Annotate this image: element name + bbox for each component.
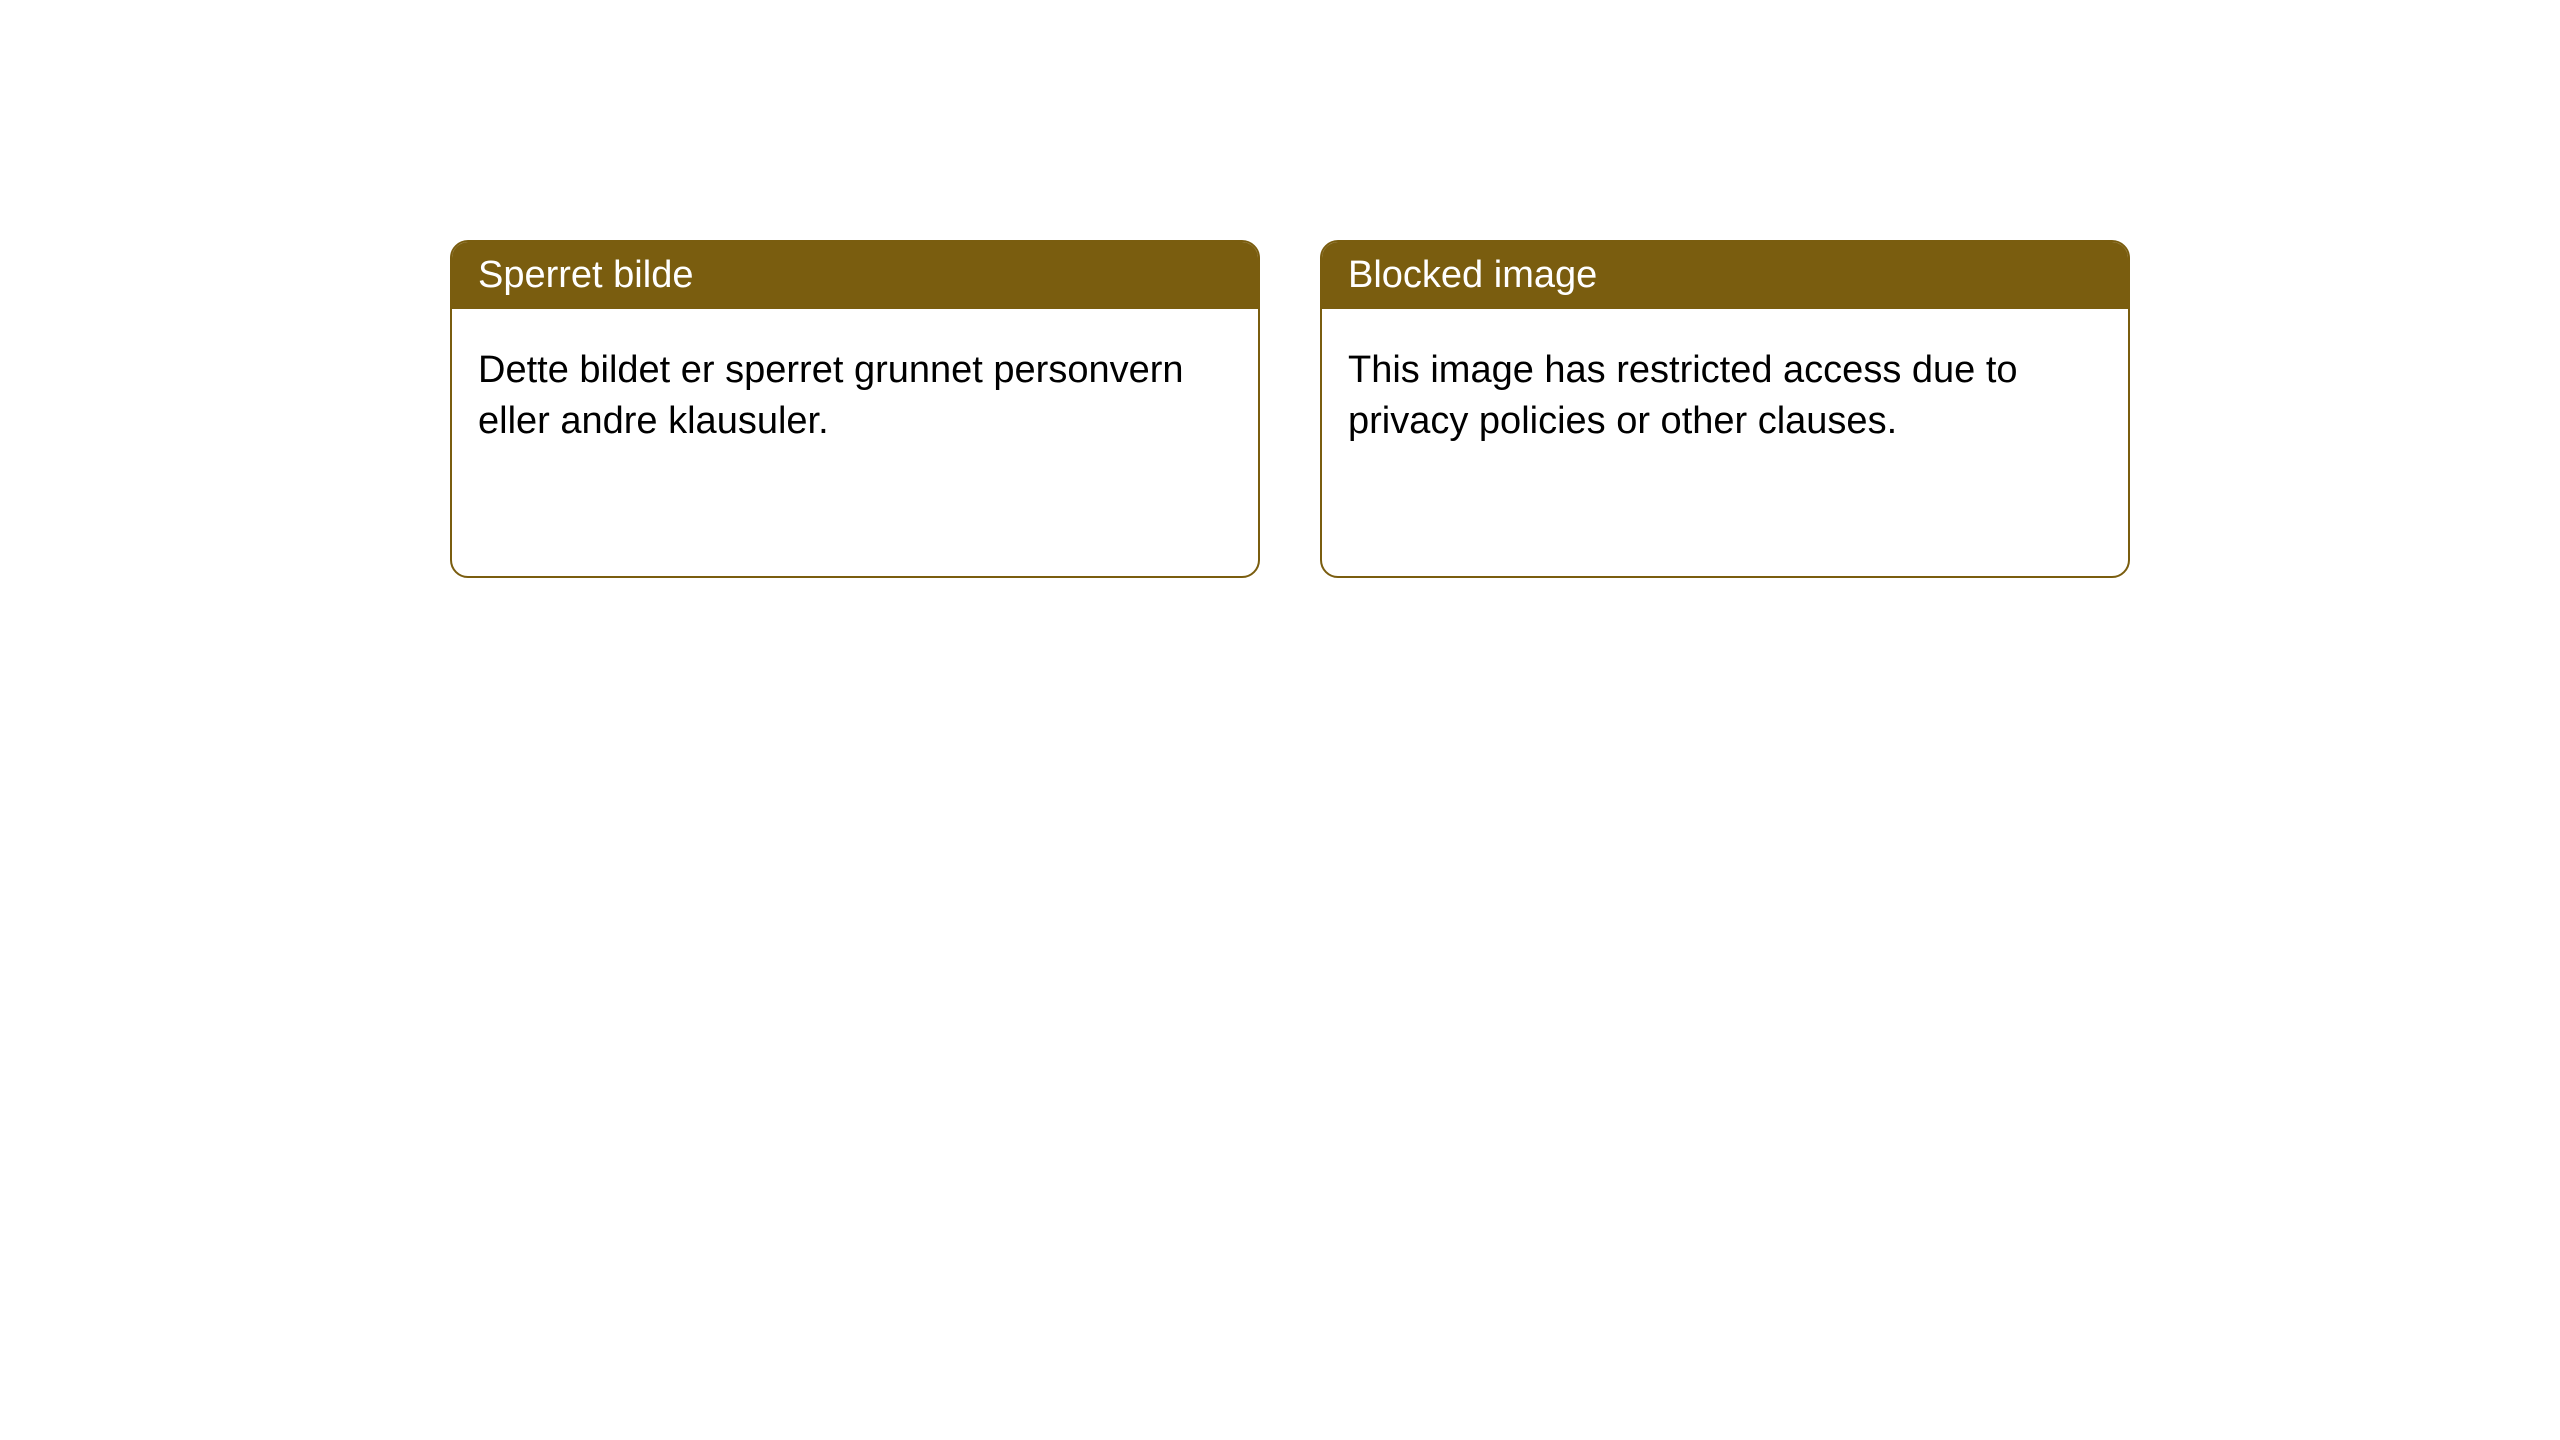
notice-card-norwegian: Sperret bilde Dette bildet er sperret gr… bbox=[450, 240, 1260, 578]
notice-title: Sperret bilde bbox=[452, 242, 1258, 309]
notice-container: Sperret bilde Dette bildet er sperret gr… bbox=[0, 0, 2560, 578]
notice-title: Blocked image bbox=[1322, 242, 2128, 309]
notice-body: This image has restricted access due to … bbox=[1322, 309, 2128, 484]
notice-card-english: Blocked image This image has restricted … bbox=[1320, 240, 2130, 578]
notice-body: Dette bildet er sperret grunnet personve… bbox=[452, 309, 1258, 484]
